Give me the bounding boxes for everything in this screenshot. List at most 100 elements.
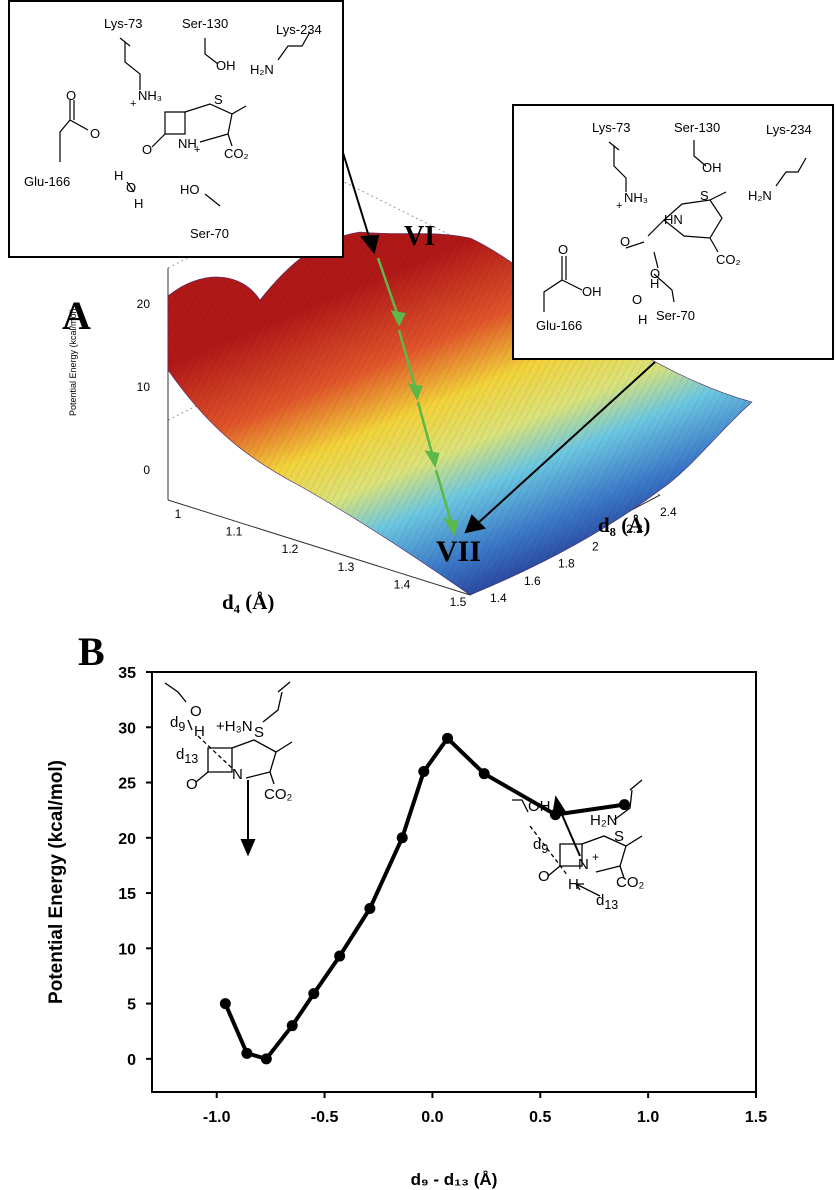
data-point [260,1053,272,1065]
vi-nh-label: NH [178,136,197,151]
vi-glu166-label: Glu-166 [24,174,71,189]
vii-glu166-label: Glu-166 [536,318,583,333]
y-tick-label: 35 [118,665,136,682]
x-tick-label: 0.5 [529,1109,551,1126]
chart-y-axis-label: Potential Energy (kcal/mol) [46,760,67,1004]
d8-tick-label: 2.4 [660,505,677,519]
data-point [241,1047,253,1059]
y-axis-ticks: 0 5 10 15 20 25 30 35 [118,665,152,1069]
y-tick-label: 10 [118,941,136,958]
data-point [334,950,346,962]
data-point [219,998,231,1010]
vii-water-h-bottom: H [638,312,648,327]
y-tick-label: 15 [118,886,136,903]
left-d9-label: d9 [170,714,185,734]
vii-ester-o-label: O [650,266,661,281]
chart-x-axis-label: d₉ - d₁₃ (Å) [411,1170,498,1189]
surface-tick-labels: 1 1.1 1.2 1.3 1.4 1.5 1.4 1.6 1.8 2 2.2 2.4 0 10 20 [137,297,677,609]
left-d9-sub: 9 [178,720,186,734]
vii-nh3-label: NH₃ [624,190,649,205]
panel-b-annotations: O H d9 +H₃N d13 S N O CO₂ OH H₂N d9 S N … [0,630,836,1190]
right-sulfur-label: S [614,828,625,845]
d8-tick-label: 1.4 [490,591,507,605]
data-point [442,732,454,744]
data-point [286,1020,298,1032]
right-n-plus-label: + [592,850,600,864]
y-tick-label: 30 [118,720,136,737]
right-carbonyl-o-label: O [538,868,550,885]
reaction-path-arrows [376,257,459,537]
vi-lys73-label: Lys-73 [104,16,143,31]
vi-ser70-label: Ser-70 [190,226,230,241]
inset-vi-structure [59,31,311,207]
vi-oh-label: OH [216,58,236,73]
energy-tick-label: 0 [143,463,150,477]
vii-hn-label: HN [664,212,683,227]
vii-ser70-label: Ser-70 [656,308,696,323]
vii-co2-label: CO₂ [716,252,741,267]
x-tick-label: 0.0 [421,1109,443,1126]
data-point [396,832,408,844]
inset-state-vi: Lys-73 NH₃ + Ser-130 OH Lys-234 H₂N O O … [8,0,344,258]
x-tick-label: -1.0 [203,1109,231,1126]
y-tick-label: 0 [127,1052,136,1069]
x-tick-label: -0.5 [311,1109,339,1126]
energy-axis-label: Potential Energy (kcal/mol) [68,308,78,416]
d8-tick-label: 2.2 [626,522,643,536]
vii-ser130-label: Ser-130 [674,120,721,135]
d8-tick-label: 1.6 [524,574,541,588]
right-d9-text: d [533,836,542,853]
y-tick-label: 5 [127,997,136,1014]
plot-frame [151,671,757,1093]
annotation-arrows [240,780,581,857]
inset-vii-structure [543,140,807,312]
d8-tick-label: 1.8 [558,557,575,571]
d4-tick-label: 1.2 [282,542,299,556]
d8-tick-label: 2 [592,539,599,553]
data-point [308,988,320,1000]
vi-co2-label: CO₂ [224,146,249,161]
vi-sulfur-label: S [214,92,223,107]
right-h-label: H [568,876,579,893]
d4-tick-label: 1 [175,507,182,521]
vii-water-o-label: O [632,292,643,307]
data-point [618,799,630,811]
left-d13-label: d13 [176,746,198,766]
energy-tick-label: 20 [137,297,151,311]
x-axis-ticks: -1.0 -0.5 0.0 0.5 1.0 1.5 [203,1092,767,1126]
energy-line-chart: -1.0 -0.5 0.0 0.5 1.0 1.5 0 5 10 15 20 25 30 35 d₉ -… [46,665,767,1189]
left-h-label: H [194,723,205,740]
panel-a-letter: A [62,293,91,338]
right-d9-sub: 9 [541,842,549,856]
left-inset-structure [164,681,293,785]
vi-water-o-label: O [126,180,137,195]
left-co2-label: CO₂ [264,786,293,803]
panel-b-letter: B [78,629,105,674]
d8-axis-label: d₈ (Å) [598,513,651,537]
vi-water-h-top: H [114,168,124,183]
vi-carboxylate-o-label: O [90,126,101,141]
left-d13-sub: 13 [184,752,199,766]
right-d13-label: d13 [596,892,618,912]
left-sulfur-label: S [254,724,265,741]
right-d9-label: d9 [533,836,548,856]
energy-tick-label: 10 [137,380,151,394]
vii-plus-label: + [616,200,623,212]
inset-state-vii: Lys-73 NH₃ + Ser-130 OH Lys-234 H₂N S HN… [512,104,834,360]
data-point [478,768,490,780]
x-tick-label: 1.0 [637,1109,659,1126]
y-tick-label: 20 [118,831,136,848]
label-state-vi: VI [404,221,436,252]
left-o-label: O [190,703,202,720]
vi-acid-o-label: O [66,88,77,103]
left-d9-text: d [170,714,179,731]
right-oh-label: OH [528,798,551,815]
vi-nh3-label: NH₃ [138,88,163,103]
energy-surface-plot: 1 1.1 1.2 1.3 1.4 1.5 1.4 1.6 1.8 2 2.2 2.4 0 10 20 [137,142,753,609]
right-d13-sub: 13 [604,898,619,912]
vi-lys234-label: Lys-234 [276,22,322,37]
data-point [364,903,376,915]
d4-tick-label: 1.5 [450,595,467,609]
right-inset-structure [512,779,643,897]
